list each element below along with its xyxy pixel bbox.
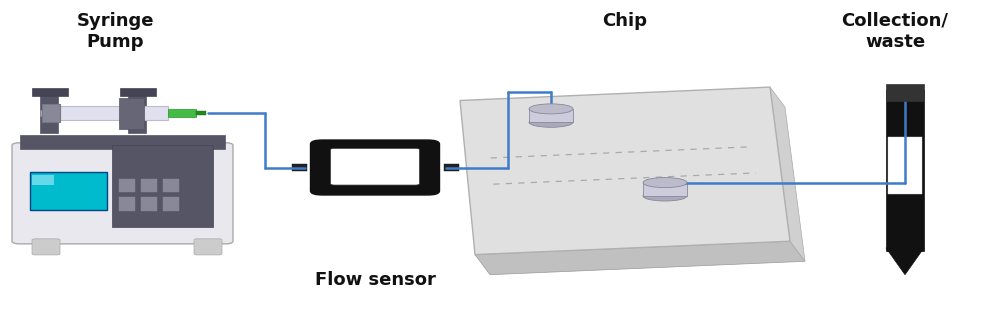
FancyBboxPatch shape	[330, 148, 420, 185]
Bar	[128, 90, 146, 133]
Bar	[141, 179, 157, 192]
Ellipse shape	[529, 104, 573, 114]
Bar	[40, 110, 152, 116]
Bar	[168, 109, 196, 118]
Bar	[886, 90, 924, 251]
Bar	[119, 98, 144, 129]
Bar	[444, 164, 458, 171]
Ellipse shape	[529, 117, 573, 127]
Bar	[42, 105, 60, 122]
FancyBboxPatch shape	[32, 239, 60, 255]
Bar	[888, 137, 922, 194]
Bar	[886, 84, 924, 100]
Bar	[40, 90, 58, 133]
Bar	[643, 183, 687, 196]
Bar	[20, 135, 225, 149]
Bar	[119, 197, 135, 211]
Ellipse shape	[643, 191, 687, 201]
Bar	[60, 106, 168, 120]
Polygon shape	[475, 241, 805, 275]
Bar	[141, 197, 157, 211]
Ellipse shape	[643, 178, 687, 188]
Text: Collection/
waste: Collection/ waste	[842, 12, 948, 51]
Bar	[529, 109, 573, 122]
Text: Syringe
Pump: Syringe Pump	[76, 12, 154, 51]
Polygon shape	[886, 248, 924, 275]
Bar	[120, 88, 156, 96]
Bar	[163, 197, 179, 211]
Bar	[119, 179, 135, 192]
Bar	[32, 175, 54, 186]
FancyBboxPatch shape	[310, 140, 440, 195]
Bar	[32, 88, 68, 96]
Polygon shape	[770, 87, 805, 261]
FancyBboxPatch shape	[12, 143, 233, 244]
Bar	[196, 112, 206, 116]
Bar	[163, 179, 179, 192]
FancyBboxPatch shape	[194, 239, 222, 255]
Text: Chip: Chip	[602, 12, 648, 30]
Text: Flow sensor: Flow sensor	[315, 271, 435, 289]
Polygon shape	[460, 87, 790, 255]
Bar	[112, 145, 213, 227]
Bar	[30, 172, 107, 210]
Bar	[292, 164, 306, 171]
